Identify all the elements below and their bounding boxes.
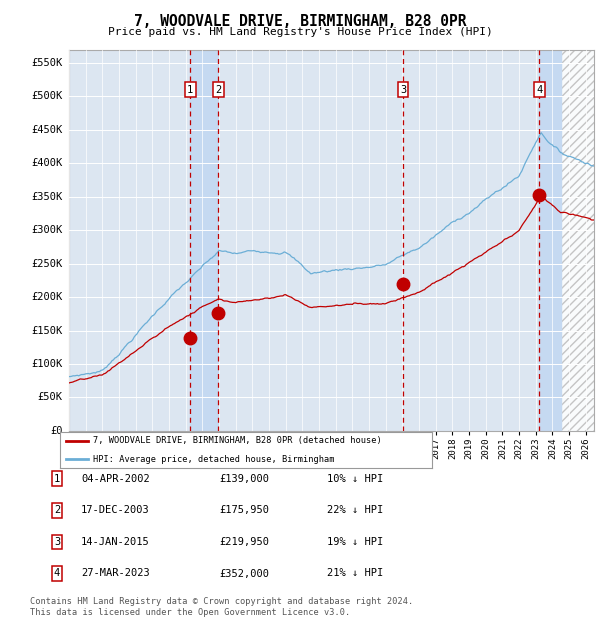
Text: £250K: £250K [31,259,63,268]
Text: HPI: Average price, detached house, Birmingham: HPI: Average price, detached house, Birm… [94,455,335,464]
Text: £139,000: £139,000 [219,474,269,484]
Text: 27-MAR-2023: 27-MAR-2023 [81,569,150,578]
Text: £200K: £200K [31,292,63,302]
Text: £450K: £450K [31,125,63,135]
Text: 3: 3 [400,85,406,95]
Text: £500K: £500K [31,91,63,102]
Text: 21% ↓ HPI: 21% ↓ HPI [327,569,383,578]
Text: 1: 1 [54,474,60,484]
Bar [539,50,560,431]
Text: £300K: £300K [31,225,63,235]
Text: £352,000: £352,000 [219,569,269,578]
Text: £550K: £550K [31,58,63,68]
Text: £0: £0 [50,426,63,436]
Polygon shape [560,50,594,431]
Text: 04-APR-2002: 04-APR-2002 [81,474,150,484]
Text: 7, WOODVALE DRIVE, BIRMINGHAM, B28 0PR: 7, WOODVALE DRIVE, BIRMINGHAM, B28 0PR [134,14,466,29]
Text: 19% ↓ HPI: 19% ↓ HPI [327,537,383,547]
Text: 14-JAN-2015: 14-JAN-2015 [81,537,150,547]
Text: £175,950: £175,950 [219,505,269,515]
Text: £350K: £350K [31,192,63,202]
Text: 17-DEC-2003: 17-DEC-2003 [81,505,150,515]
Text: 2: 2 [54,505,60,515]
Text: 1: 1 [187,85,193,95]
Text: £100K: £100K [31,359,63,369]
Text: 4: 4 [54,569,60,578]
Bar [190,50,218,431]
Text: 3: 3 [54,537,60,547]
Text: 10% ↓ HPI: 10% ↓ HPI [327,474,383,484]
Text: Contains HM Land Registry data © Crown copyright and database right 2024.
This d: Contains HM Land Registry data © Crown c… [30,598,413,617]
Text: 2: 2 [215,85,221,95]
Text: 7, WOODVALE DRIVE, BIRMINGHAM, B28 0PR (detached house): 7, WOODVALE DRIVE, BIRMINGHAM, B28 0PR (… [94,436,382,445]
Text: £219,950: £219,950 [219,537,269,547]
Text: Price paid vs. HM Land Registry's House Price Index (HPI): Price paid vs. HM Land Registry's House … [107,27,493,37]
Text: 4: 4 [536,85,542,95]
Text: £150K: £150K [31,326,63,335]
Text: £400K: £400K [31,158,63,168]
Text: £50K: £50K [38,392,63,402]
Text: 22% ↓ HPI: 22% ↓ HPI [327,505,383,515]
